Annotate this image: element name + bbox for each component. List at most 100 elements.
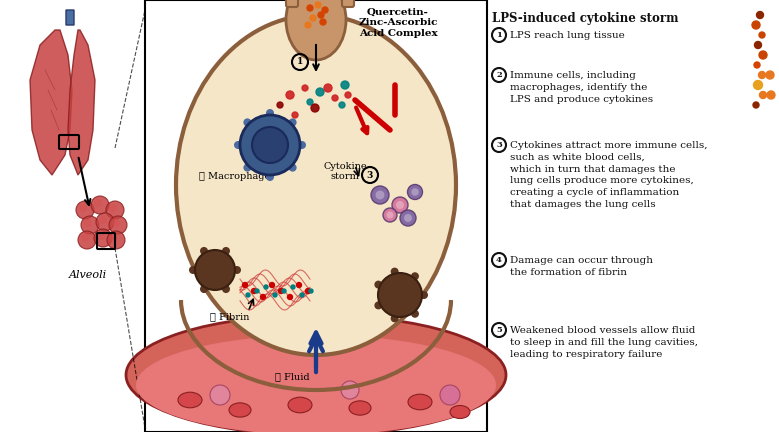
Text: ② Macrophage: ② Macrophage	[199, 172, 270, 181]
Circle shape	[759, 32, 765, 38]
Circle shape	[754, 62, 760, 68]
Circle shape	[341, 81, 349, 89]
Circle shape	[264, 285, 268, 289]
Circle shape	[246, 293, 250, 297]
Circle shape	[279, 289, 284, 293]
Circle shape	[222, 247, 230, 255]
FancyBboxPatch shape	[342, 0, 354, 7]
Circle shape	[189, 266, 197, 274]
Circle shape	[302, 85, 308, 91]
Text: Alveoli: Alveoli	[69, 270, 107, 280]
Circle shape	[289, 164, 297, 172]
Circle shape	[320, 19, 326, 25]
Ellipse shape	[126, 315, 506, 432]
Text: Cytokine
storm: Cytokine storm	[323, 162, 367, 181]
Circle shape	[242, 283, 248, 288]
Text: 1: 1	[496, 31, 502, 39]
Circle shape	[411, 310, 419, 318]
Text: Damage can occur through
the formation of fibrin: Damage can occur through the formation o…	[510, 256, 653, 277]
Circle shape	[79, 204, 87, 212]
Circle shape	[315, 2, 321, 8]
Circle shape	[266, 109, 274, 117]
Circle shape	[266, 173, 274, 181]
Circle shape	[99, 216, 107, 224]
Circle shape	[94, 199, 102, 207]
Text: ⑤ Fluid: ⑤ Fluid	[275, 372, 309, 381]
Ellipse shape	[286, 0, 346, 60]
Circle shape	[270, 283, 274, 288]
Text: Quercetin-
Zinc-Ascorbic
Acid Complex: Quercetin- Zinc-Ascorbic Acid Complex	[358, 8, 438, 38]
Circle shape	[759, 51, 767, 59]
Circle shape	[767, 91, 775, 99]
Circle shape	[222, 285, 230, 293]
Circle shape	[291, 285, 295, 289]
Circle shape	[759, 72, 766, 79]
Circle shape	[255, 289, 259, 293]
Circle shape	[378, 273, 422, 317]
Ellipse shape	[229, 403, 251, 417]
Ellipse shape	[349, 401, 371, 415]
Circle shape	[298, 141, 306, 149]
Circle shape	[200, 247, 208, 255]
Circle shape	[753, 80, 763, 89]
Circle shape	[753, 102, 759, 108]
Circle shape	[411, 188, 419, 196]
Circle shape	[76, 201, 94, 219]
Circle shape	[94, 229, 112, 247]
Circle shape	[107, 231, 125, 249]
Circle shape	[110, 234, 118, 242]
Circle shape	[392, 197, 408, 213]
Circle shape	[195, 250, 235, 290]
Circle shape	[277, 102, 283, 108]
Text: 1: 1	[297, 57, 303, 67]
Circle shape	[81, 216, 99, 234]
Circle shape	[282, 289, 286, 293]
Text: 2: 2	[496, 71, 502, 79]
Circle shape	[233, 266, 241, 274]
Circle shape	[760, 92, 767, 98]
Circle shape	[287, 295, 292, 299]
Circle shape	[400, 210, 416, 226]
Circle shape	[97, 232, 105, 240]
Text: 5: 5	[496, 326, 502, 334]
Text: ④ Fibrin: ④ Fibrin	[210, 312, 250, 321]
Circle shape	[240, 115, 300, 175]
Circle shape	[286, 91, 294, 99]
Circle shape	[252, 289, 256, 293]
Circle shape	[96, 213, 114, 231]
Circle shape	[309, 289, 313, 293]
Circle shape	[411, 272, 419, 280]
Circle shape	[383, 208, 397, 222]
Text: LPS-induced cytokine storm: LPS-induced cytokine storm	[492, 12, 679, 25]
Circle shape	[234, 141, 242, 149]
Circle shape	[289, 118, 297, 127]
Circle shape	[292, 112, 298, 118]
Text: Immune cells, including
macrophages, identify the
LPS and produce cytokines: Immune cells, including macrophages, ide…	[510, 71, 653, 104]
Circle shape	[311, 104, 319, 112]
Circle shape	[109, 216, 127, 234]
Circle shape	[310, 15, 316, 21]
Circle shape	[109, 204, 117, 212]
Ellipse shape	[176, 15, 456, 355]
Circle shape	[252, 127, 288, 163]
FancyBboxPatch shape	[286, 0, 298, 7]
Circle shape	[243, 164, 252, 172]
Circle shape	[396, 201, 404, 209]
Circle shape	[375, 191, 385, 200]
Circle shape	[106, 201, 124, 219]
Circle shape	[200, 285, 208, 293]
Circle shape	[440, 385, 460, 405]
Circle shape	[305, 22, 311, 28]
Circle shape	[371, 186, 389, 204]
Circle shape	[273, 293, 277, 297]
Circle shape	[345, 92, 351, 98]
Text: 3: 3	[367, 171, 373, 180]
Circle shape	[756, 12, 763, 19]
Text: 3: 3	[496, 141, 502, 149]
Ellipse shape	[288, 397, 312, 413]
Circle shape	[390, 314, 399, 322]
Circle shape	[318, 12, 324, 18]
Polygon shape	[68, 30, 95, 175]
Text: LPS reach lung tissue: LPS reach lung tissue	[510, 31, 625, 40]
Circle shape	[375, 302, 382, 309]
